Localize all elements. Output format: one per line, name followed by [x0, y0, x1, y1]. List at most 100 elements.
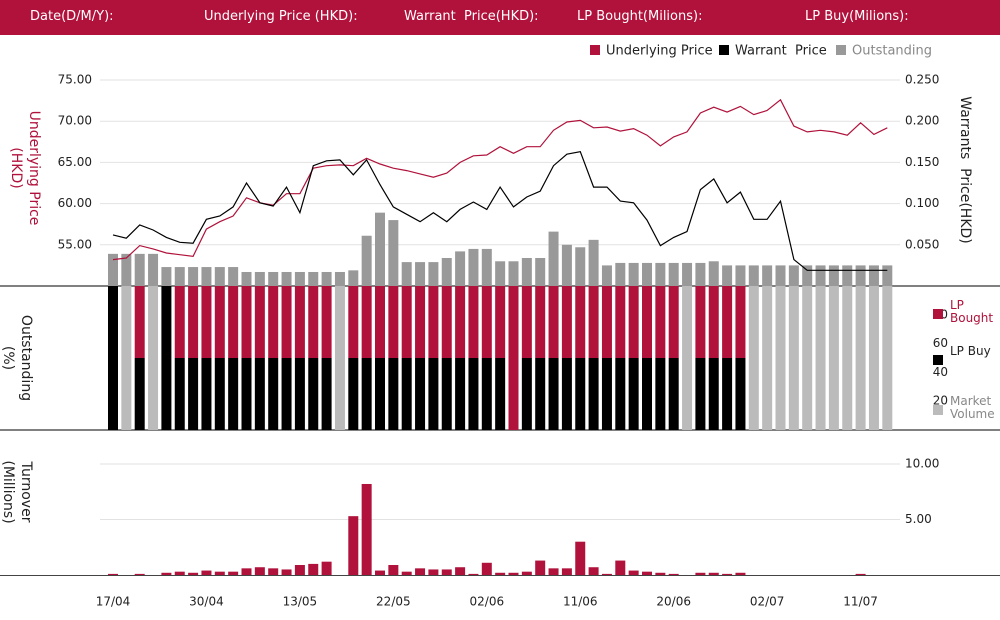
bar-segment	[575, 286, 586, 358]
bar-segment	[388, 358, 399, 430]
bar	[628, 262, 639, 286]
bar-segment	[735, 358, 746, 430]
bar-segment	[682, 286, 693, 430]
bar	[548, 231, 559, 286]
bar	[842, 265, 853, 286]
bar	[548, 568, 559, 575]
bar-segment	[121, 286, 132, 430]
bar-segment	[268, 286, 279, 358]
bar-segment	[642, 358, 652, 430]
bar-segment	[521, 358, 532, 430]
bar-segment	[214, 358, 225, 430]
x-tick-label: 11/07	[843, 595, 878, 609]
bar	[241, 568, 252, 575]
y-tick-label: 0.250	[905, 73, 939, 87]
y-tick-label: 20	[933, 394, 948, 408]
axis-title: Warrants Price(HKD)	[957, 96, 973, 244]
bar	[294, 565, 305, 575]
bar	[695, 262, 706, 286]
bar	[495, 572, 506, 575]
bar-segment	[481, 358, 492, 430]
bar-segment	[708, 286, 719, 358]
y-tick-label: 0.200	[905, 114, 939, 128]
bar	[748, 265, 759, 286]
bar-segment	[254, 286, 265, 358]
bar	[281, 569, 292, 575]
bar	[802, 265, 813, 286]
bar-segment	[375, 358, 385, 430]
y-tick-label: 65.00	[58, 155, 92, 169]
bar-segment	[441, 286, 452, 358]
y-tick-label: 0.100	[905, 196, 939, 210]
bar	[601, 265, 612, 286]
bar-segment	[535, 358, 546, 430]
bar	[201, 570, 212, 575]
bar	[481, 248, 492, 286]
header-label: Underlying Price (HKD):	[204, 9, 358, 24]
legend-swatch	[933, 355, 943, 365]
bar	[441, 569, 452, 575]
bar	[521, 257, 532, 286]
bar-segment	[628, 358, 639, 430]
bar	[401, 571, 412, 575]
bar-segment	[481, 286, 492, 358]
bar	[308, 563, 319, 575]
bar-segment	[588, 286, 599, 358]
bar	[214, 267, 225, 286]
bar	[108, 253, 118, 286]
bar	[588, 567, 599, 575]
legend-label: Outstanding	[852, 44, 932, 59]
bar-segment	[388, 286, 399, 358]
bar-segment	[748, 286, 759, 430]
bar-segment	[535, 286, 546, 358]
bar	[281, 271, 292, 286]
series-line	[112, 151, 888, 271]
bar-segment	[455, 286, 466, 358]
bar	[708, 261, 719, 286]
y-tick-label: 55.00	[58, 237, 92, 251]
bar	[375, 212, 385, 286]
bar-segment	[548, 358, 559, 430]
legend-label: LP Buy	[950, 344, 991, 358]
bar-segment	[455, 358, 466, 430]
bar-segment	[855, 286, 866, 430]
bar-segment	[828, 286, 839, 430]
bar-segment	[601, 358, 612, 430]
y-tick-label: 75.00	[58, 73, 92, 87]
legend-label: Underlying Price	[606, 44, 713, 59]
bar	[188, 572, 199, 575]
bar	[521, 571, 532, 575]
bar	[642, 262, 652, 286]
bar-segment	[468, 358, 479, 430]
bar-segment	[868, 286, 879, 430]
bar	[241, 271, 252, 286]
bar-segment	[188, 358, 199, 430]
bar	[668, 262, 679, 286]
bar-segment	[762, 286, 773, 430]
bar	[148, 253, 159, 286]
bar-segment	[561, 358, 572, 430]
bar-segment	[174, 286, 185, 358]
bar	[121, 253, 132, 286]
series-line	[112, 98, 888, 261]
axis-title: Turnover	[18, 461, 34, 523]
bar	[481, 562, 492, 575]
x-tick-label: 13/05	[283, 595, 318, 609]
bar	[695, 572, 706, 575]
x-tick-label: 17/04	[96, 595, 131, 609]
bar	[455, 567, 466, 575]
bar-segment	[334, 286, 345, 430]
bar-segment	[708, 358, 719, 430]
bar	[174, 571, 185, 575]
x-tick-label: 02/06	[470, 595, 505, 609]
bar	[388, 565, 399, 575]
header-label: Warrant Price(HKD):	[404, 9, 539, 24]
y-tick-label: 60	[933, 336, 948, 350]
bar-segment	[308, 358, 319, 430]
bar	[428, 262, 439, 286]
bar-segment	[201, 358, 212, 430]
bar	[601, 573, 612, 575]
bar-segment	[321, 286, 332, 358]
bar	[762, 265, 773, 286]
